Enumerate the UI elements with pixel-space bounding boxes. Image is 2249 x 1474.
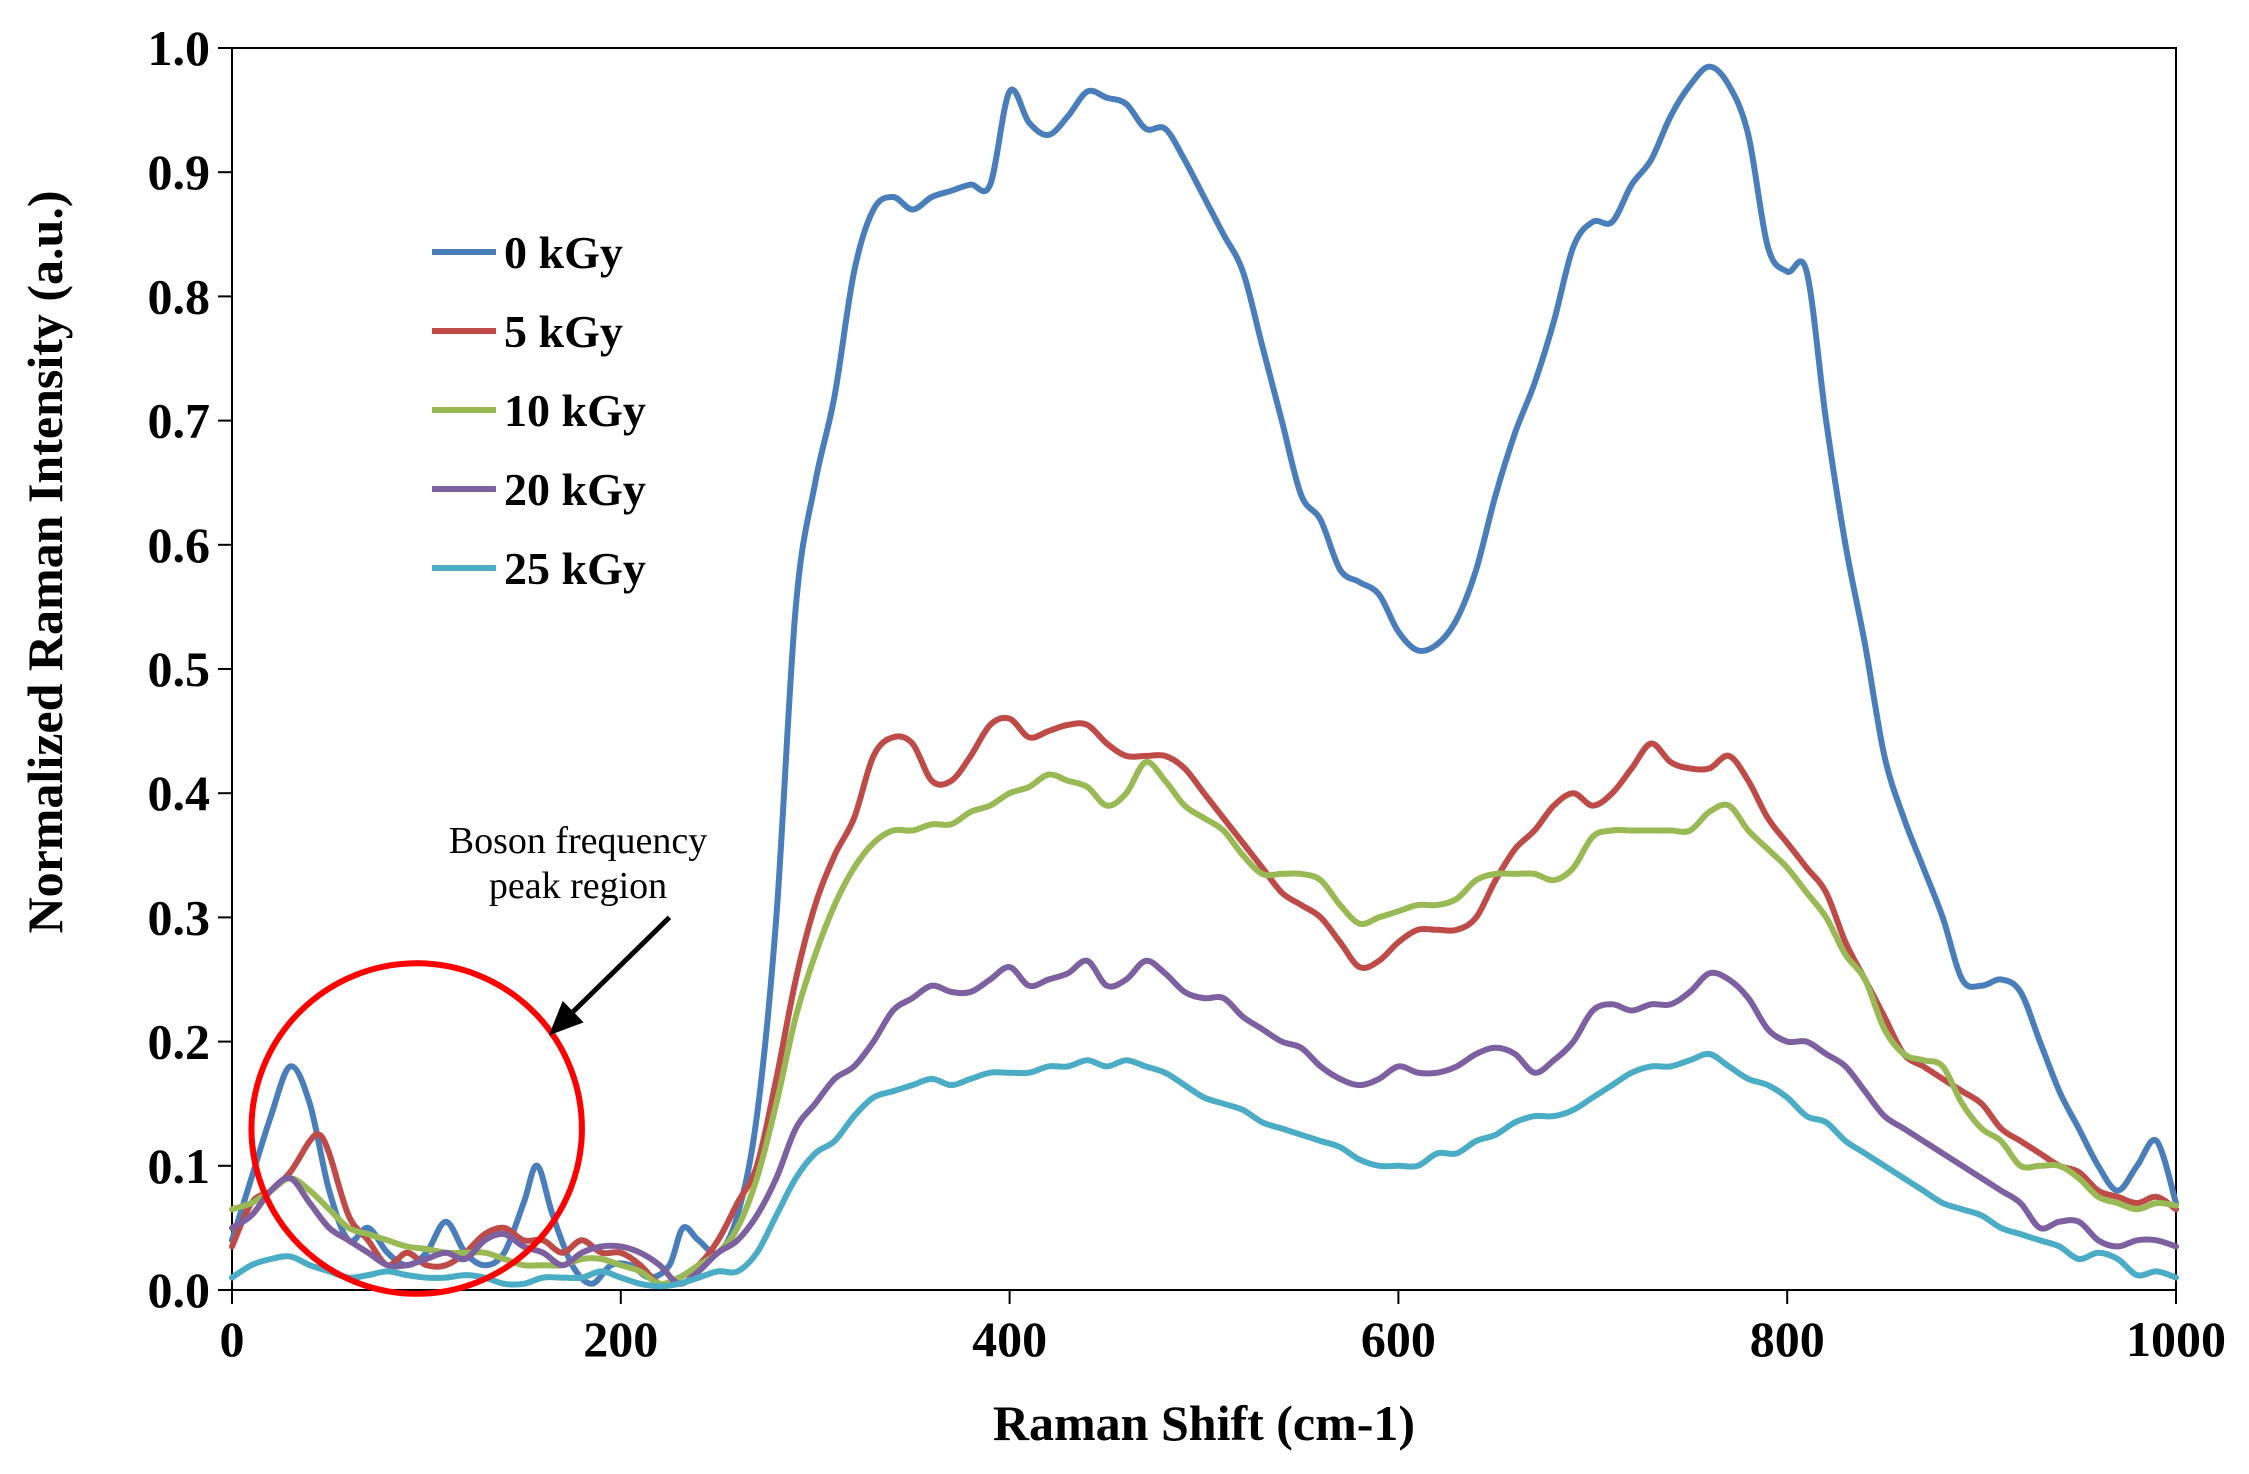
y-tick-label: 0.8 [148, 268, 211, 324]
y-tick-label: 0.0 [148, 1262, 211, 1318]
y-axis-ticks: 0.0 0.1 0.2 0.3 0.4 0.5 0.6 0.7 0.8 0.9 1.0 [148, 20, 232, 1318]
annotation-arrow [571, 915, 672, 1014]
annotation-text-line2: peak region [489, 865, 667, 907]
legend-label: 20 kGy [504, 464, 646, 515]
legend-label: 5 kGy [504, 306, 623, 357]
y-tick-label: 1.0 [148, 20, 211, 76]
legend: 0 kGy 5 kGy 10 kGy 20 kGy 25 kGy [432, 227, 646, 594]
y-axis-title: Normalized Raman Intensity (a.u.) [17, 190, 73, 933]
boson-region-circle [248, 960, 585, 1297]
y-tick-label: 0.5 [148, 641, 211, 697]
x-tick-label: 0 [220, 1311, 245, 1367]
y-tick-label: 0.4 [148, 765, 211, 821]
series-line-20-kgy [229, 957, 2179, 1287]
annotation-text-line1: Boson frequency [449, 820, 708, 862]
y-tick-label: 0.7 [148, 393, 211, 449]
x-tick-label: 1000 [2126, 1311, 2226, 1367]
series-line-25-kgy [229, 1050, 2179, 1290]
x-tick-label: 200 [583, 1311, 658, 1367]
x-tick-label: 400 [972, 1311, 1047, 1367]
x-tick-label: 800 [1750, 1311, 1825, 1367]
x-axis-ticks: 0 200 400 600 800 1000 [220, 1290, 2226, 1367]
y-tick-label: 0.1 [148, 1138, 211, 1194]
x-axis-title: Raman Shift (cm-1) [993, 1395, 1415, 1451]
legend-label: 10 kGy [504, 385, 646, 436]
x-tick-label: 600 [1361, 1311, 1436, 1367]
y-tick-label: 0.2 [148, 1014, 211, 1070]
legend-label: 25 kGy [504, 543, 646, 594]
series-line-0-kgy [229, 63, 2179, 1287]
legend-label: 0 kGy [504, 227, 623, 278]
boson-annotation: Boson frequency peak region [248, 820, 708, 1297]
annotation-arrowhead [548, 1000, 584, 1036]
y-tick-label: 0.6 [148, 517, 211, 573]
y-tick-label: 0.3 [148, 889, 211, 945]
y-tick-label: 0.9 [148, 144, 211, 200]
